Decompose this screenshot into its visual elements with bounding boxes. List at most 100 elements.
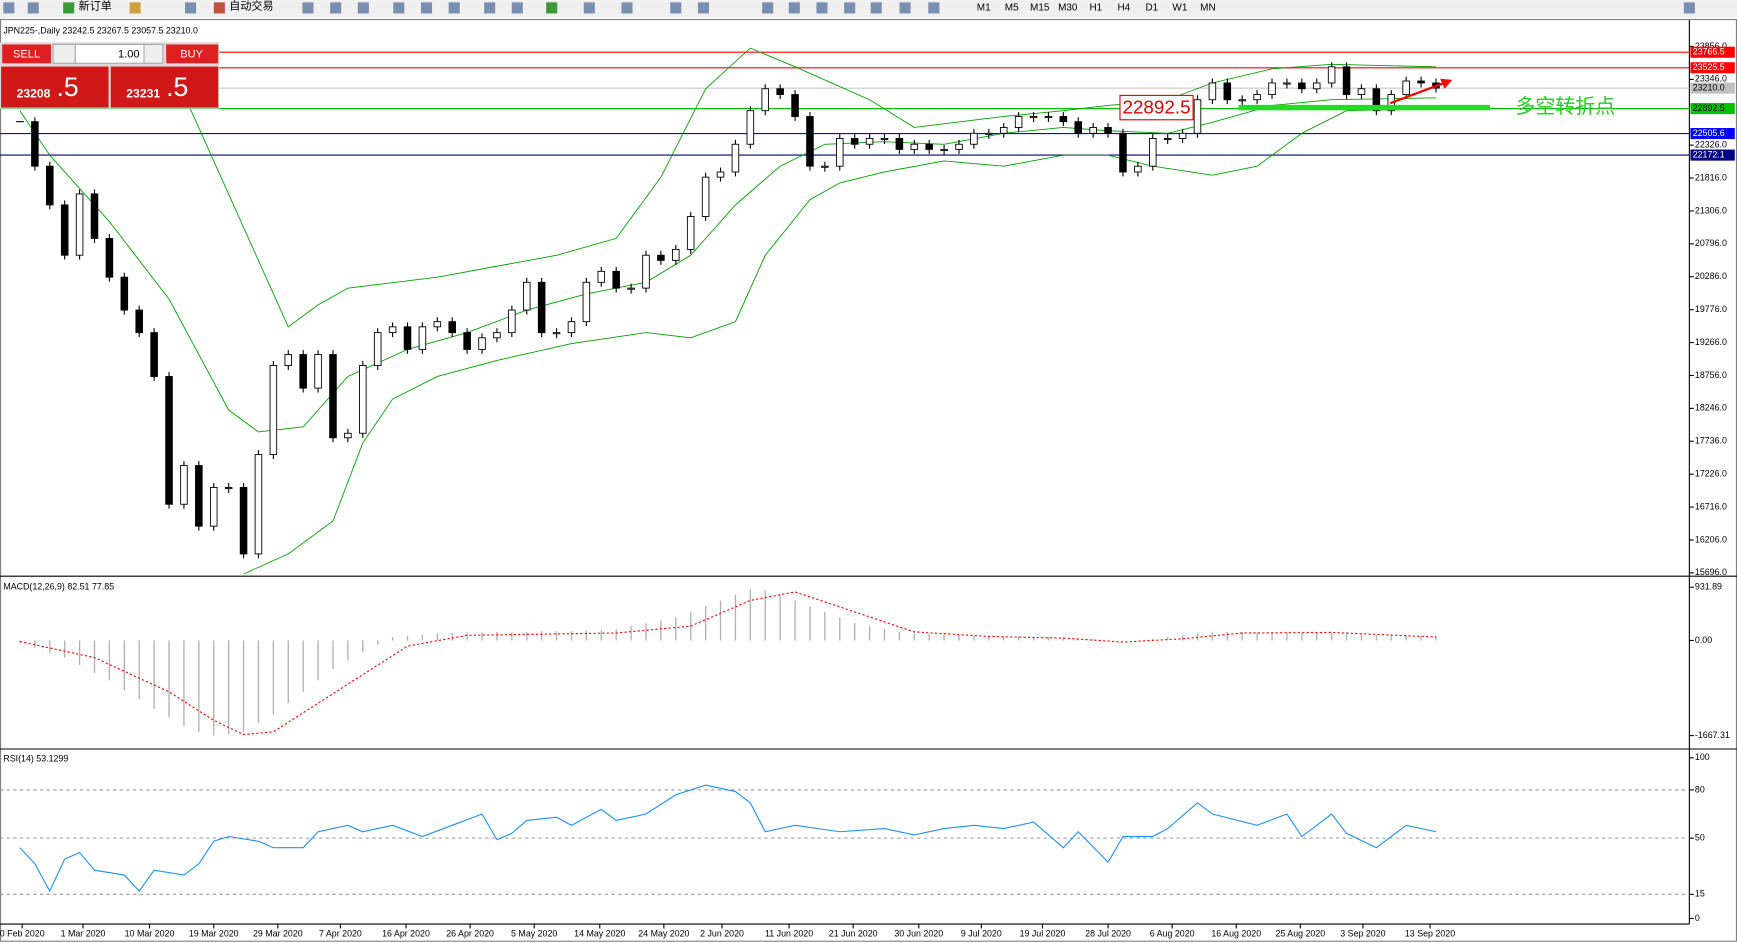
- price-line-label: 23210.0: [1693, 82, 1725, 92]
- icon[interactable]: [697, 2, 709, 14]
- x-tick-label: 1 Mar 2020: [61, 928, 106, 938]
- y-tick-label: 23856.0: [1695, 41, 1727, 51]
- candle-body: [686, 216, 695, 250]
- candle-body: [835, 138, 844, 167]
- candle-body: [1238, 99, 1246, 102]
- icon[interactable]: [420, 2, 433, 14]
- icon[interactable]: [816, 2, 828, 14]
- candle-body: [403, 326, 412, 350]
- toolbar-button[interactable]: 新订单: [79, 0, 112, 13]
- x-tick-label: 13 Sep 2020: [1405, 928, 1455, 938]
- toolbar: [0, 0, 1737, 18]
- timeframe-button[interactable]: M15: [1030, 3, 1050, 14]
- rsi-line: [19, 784, 1437, 893]
- candle-body: [1119, 132, 1127, 173]
- plots: JPN225-,Daily 23242.5 23267.5 23057.5 23…: [0, 26, 1735, 938]
- timeframe-button[interactable]: MN: [1200, 3, 1216, 14]
- x-tick-label: 11 Jun 2020: [765, 928, 813, 938]
- icon[interactable]: [928, 2, 940, 14]
- timeframe-button[interactable]: M30: [1058, 3, 1078, 14]
- icon[interactable]: [899, 2, 911, 14]
- candle-body: [612, 270, 620, 289]
- candle-body: [776, 88, 784, 96]
- candle-body: [344, 432, 352, 439]
- icon[interactable]: [511, 2, 523, 14]
- candle-body: [1059, 116, 1068, 123]
- lot-up[interactable]: [143, 43, 164, 64]
- sell-price: 23208: [17, 87, 51, 101]
- y-tick-label: 21306.0: [1695, 205, 1727, 215]
- icon[interactable]: [393, 2, 405, 14]
- icon[interactable]: [213, 2, 225, 14]
- candle-body: [1163, 138, 1172, 140]
- timeframe-button[interactable]: M1: [977, 3, 991, 14]
- timeframe-button[interactable]: W1: [1172, 3, 1187, 14]
- x-tick-label: 29 Mar 2020: [253, 928, 303, 938]
- icon[interactable]: [184, 2, 197, 14]
- y-tick-label: 0: [1695, 913, 1700, 923]
- icon[interactable]: [1683, 2, 1695, 14]
- y-tick-label: 19776.0: [1695, 304, 1727, 314]
- candle-body: [1074, 121, 1083, 134]
- candle-body: [955, 143, 963, 150]
- y-tick-label: 23346.0: [1695, 74, 1727, 84]
- icon[interactable]: [583, 2, 595, 14]
- y-tick-label: 15: [1695, 889, 1705, 899]
- candle-body: [985, 132, 993, 135]
- icon[interactable]: [844, 2, 856, 14]
- sell-label: SELL: [13, 48, 40, 60]
- y-tick-label: 16716.0: [1695, 501, 1727, 511]
- icon[interactable]: [330, 2, 342, 14]
- candle-body: [448, 321, 456, 334]
- candle-body: [910, 143, 919, 150]
- arrow-head: [1440, 78, 1453, 89]
- price-box-text: 22892.5: [1122, 97, 1190, 118]
- icon[interactable]: [448, 2, 460, 14]
- candle-body: [284, 354, 293, 366]
- timeframe-button[interactable]: H1: [1089, 3, 1102, 14]
- y-tick-label: 17226.0: [1695, 469, 1727, 479]
- icon[interactable]: [27, 2, 39, 14]
- y-tick-label: 20286.0: [1695, 271, 1727, 281]
- candle-body: [75, 193, 84, 256]
- icon[interactable]: [3, 2, 15, 14]
- price-line-label: 23525.5: [1693, 62, 1725, 72]
- candle-body: [731, 143, 740, 173]
- buy-button[interactable]: [166, 44, 219, 64]
- y-tick-label: 21816.0: [1695, 172, 1727, 182]
- candle-body: [1372, 88, 1381, 112]
- sell-price-box[interactable]: [1, 66, 109, 108]
- candle-body: [269, 365, 278, 456]
- icon[interactable]: [484, 2, 496, 14]
- x-tick-label: 6 Aug 2020: [1150, 928, 1195, 938]
- candle-body: [925, 143, 933, 150]
- candle-body: [209, 487, 218, 527]
- candle-body: [329, 354, 337, 439]
- candle-body: [761, 88, 770, 112]
- timeframe-button[interactable]: D1: [1145, 3, 1158, 14]
- icon[interactable]: [63, 2, 75, 14]
- candle-body: [1417, 80, 1425, 84]
- x-tick-label: 0 Feb 2020: [0, 928, 45, 938]
- toolbar-button[interactable]: 自动交易: [229, 0, 273, 13]
- icon[interactable]: [546, 2, 558, 14]
- buy-price-box[interactable]: [110, 66, 219, 108]
- candle-body: [478, 337, 486, 350]
- sell-button[interactable]: [2, 44, 51, 64]
- icon[interactable]: [357, 2, 369, 14]
- price-line-label: 22172.1: [1693, 149, 1725, 159]
- icon[interactable]: [129, 2, 141, 14]
- icon[interactable]: [670, 2, 682, 14]
- timeframe-button[interactable]: H4: [1117, 3, 1130, 14]
- lot-down[interactable]: [52, 43, 76, 64]
- candle-body: [493, 332, 501, 339]
- icon[interactable]: [870, 2, 882, 14]
- icon[interactable]: [621, 2, 633, 14]
- timeframe-button[interactable]: M5: [1005, 3, 1019, 14]
- icon[interactable]: [762, 2, 774, 14]
- icon[interactable]: [788, 2, 800, 14]
- candle-body: [746, 110, 755, 145]
- candle-body: [627, 287, 635, 290]
- icon[interactable]: [302, 2, 314, 14]
- y-tick-label: 0.00: [1695, 635, 1712, 645]
